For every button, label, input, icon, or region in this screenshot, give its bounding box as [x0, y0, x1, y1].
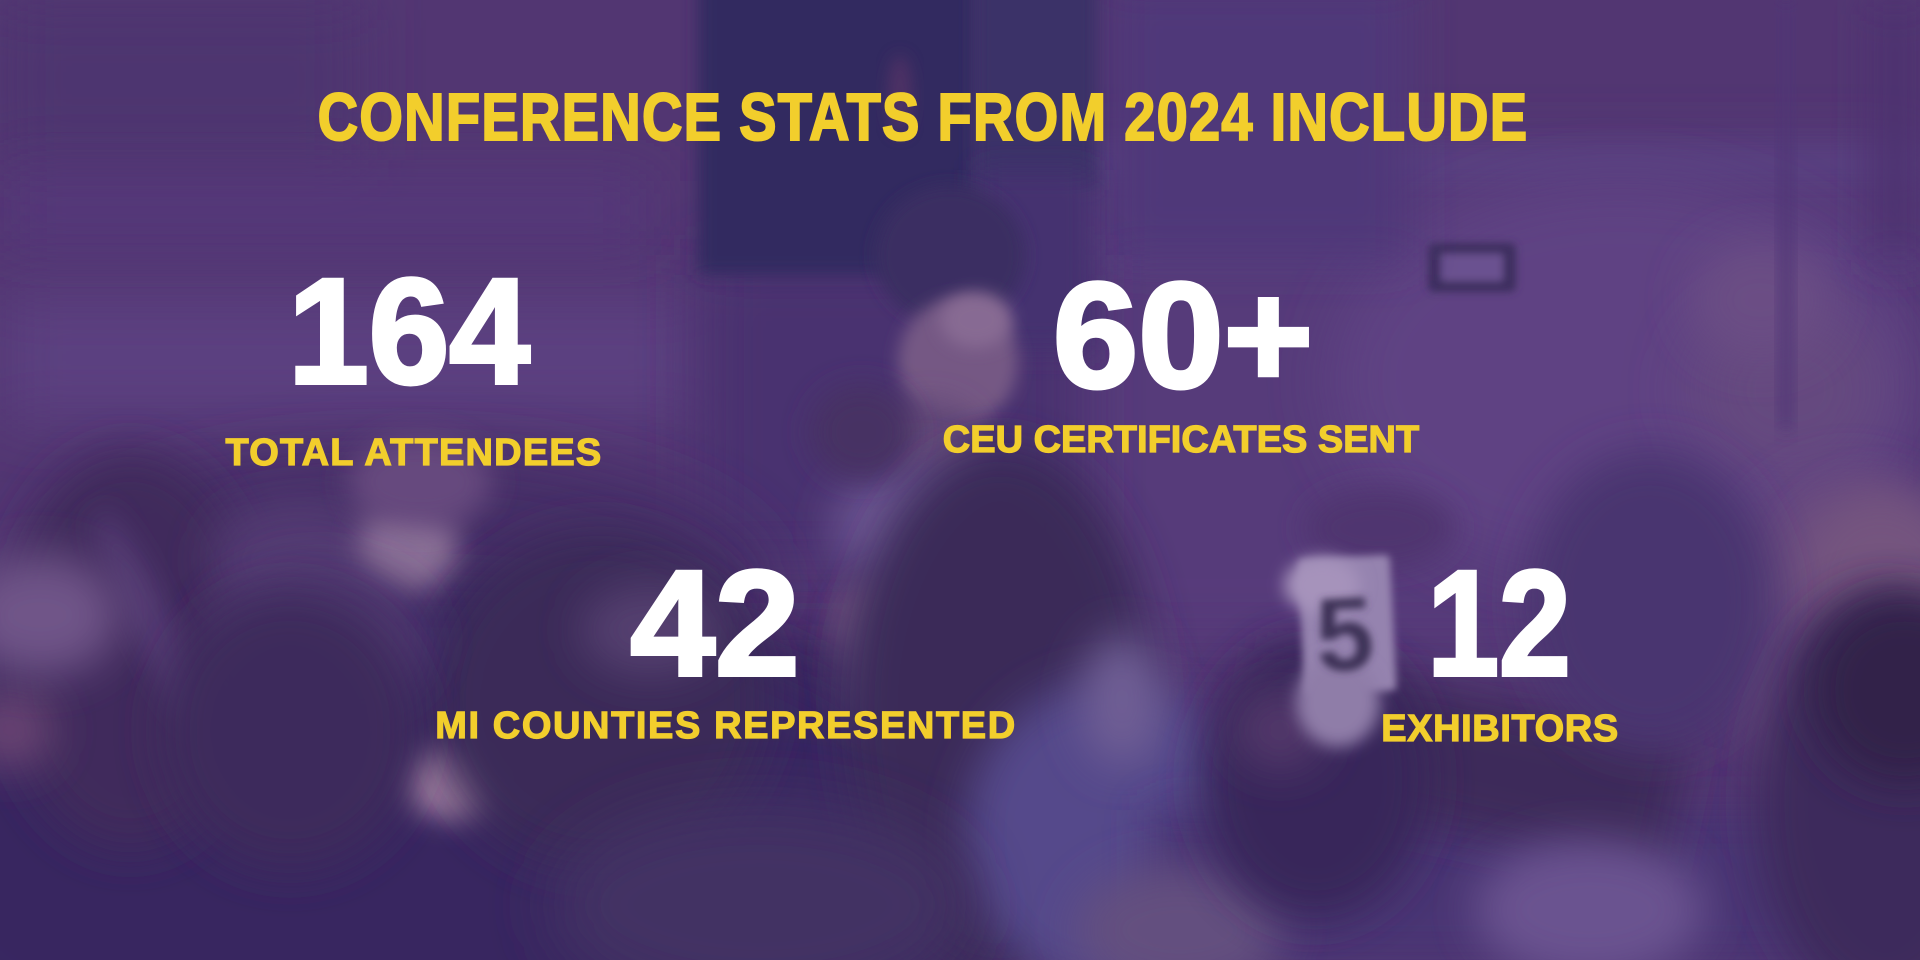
svg-text:5: 5	[1313, 576, 1377, 695]
